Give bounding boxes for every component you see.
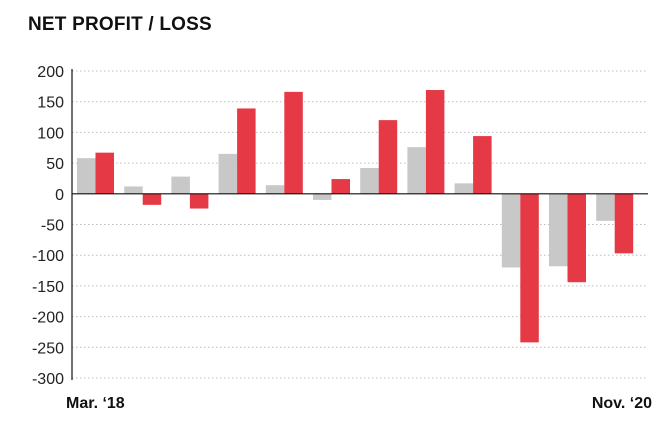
gridlines <box>72 70 648 379</box>
y-axis-ticks: 200 150 100 50 0 -50 -100 -150 -200 -250 -300 <box>32 64 64 388</box>
bars <box>77 90 634 343</box>
bar-series-2 <box>614 193 634 254</box>
bar-series-2 <box>331 179 350 194</box>
y-tick-label: -200 <box>32 310 64 327</box>
bar-series-1 <box>360 168 379 194</box>
y-tick-label: 150 <box>37 95 64 112</box>
bar-series-2 <box>520 193 539 343</box>
bar-series-2 <box>567 193 586 283</box>
bar-series-1 <box>124 186 143 194</box>
bar-series-2 <box>189 193 209 209</box>
bar-series-1 <box>407 147 426 194</box>
y-tick-label: 200 <box>37 64 64 81</box>
x-axis-end-label: Nov. ‘20 <box>591 395 652 412</box>
bar-series-1 <box>265 185 285 194</box>
y-tick-label: 50 <box>46 156 64 173</box>
bar-series-1 <box>171 176 190 194</box>
bar-series-1 <box>501 193 521 268</box>
bar-series-2 <box>378 120 398 194</box>
y-tick-label: -250 <box>32 340 64 357</box>
bar-series-1 <box>313 193 332 200</box>
bar-series-1 <box>218 153 238 194</box>
bar-series-2 <box>473 136 492 194</box>
y-tick-label: -50 <box>41 218 64 235</box>
x-axis-start-label: Mar. ‘18 <box>66 395 125 412</box>
y-tick-label: -150 <box>32 279 64 296</box>
bar-series-1 <box>77 158 96 194</box>
bar-series-2 <box>95 152 114 194</box>
y-tick-label: -300 <box>32 371 64 388</box>
y-tick-label: 0 <box>55 187 64 204</box>
bar-series-2 <box>425 90 445 194</box>
bar-series-2 <box>284 91 303 194</box>
bar-series-2 <box>142 193 162 205</box>
y-tick-label: -100 <box>32 248 64 265</box>
bar-series-2 <box>237 108 256 194</box>
bar-series-1 <box>454 183 474 194</box>
y-tick-label: 100 <box>37 125 64 142</box>
bar-series-1 <box>549 193 568 267</box>
chart-title: NET PROFIT / LOSS <box>28 14 212 35</box>
bar-series-1 <box>596 193 615 221</box>
